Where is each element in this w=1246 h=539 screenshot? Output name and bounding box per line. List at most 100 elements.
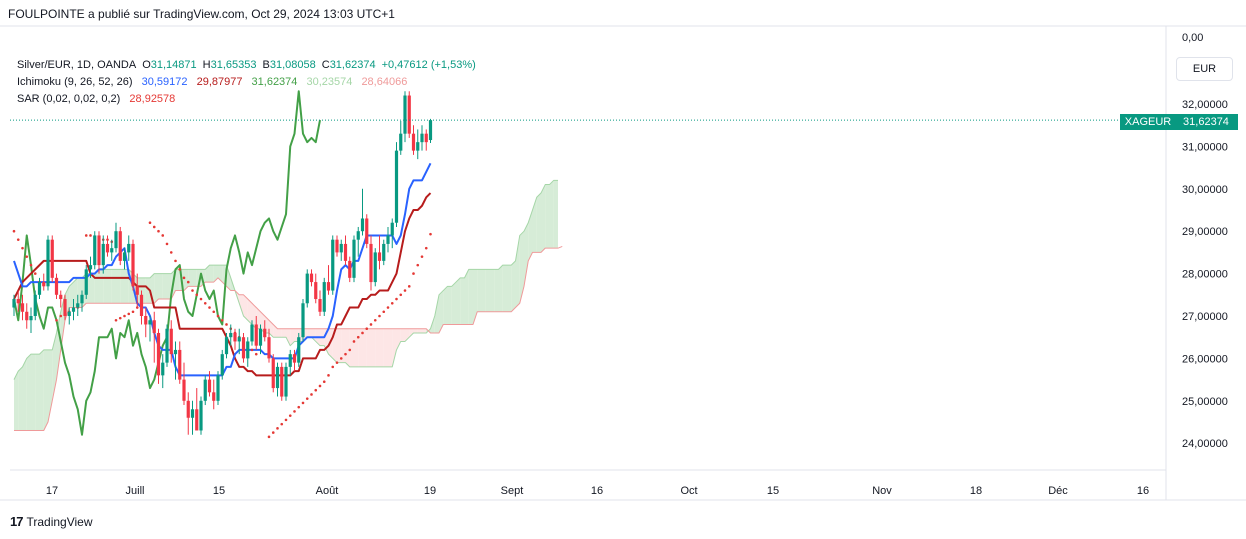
cloud-segment <box>31 354 36 431</box>
candle-body <box>305 273 309 304</box>
sar-dot <box>195 293 199 297</box>
ichimoku-label[interactable]: Ichimoku (9, 26, 52, 26) <box>17 76 133 88</box>
sar-dot <box>165 242 169 246</box>
sar-dot <box>59 314 63 318</box>
tradingview-brand: TradingView <box>26 514 93 529</box>
span-b-line <box>14 245 563 431</box>
candle-body <box>254 324 258 346</box>
time-tick-label: Déc <box>1048 485 1068 497</box>
cloud-segment <box>337 328 342 363</box>
sar-dot <box>220 318 224 322</box>
sar-dot <box>420 255 424 258</box>
legend-c-label: C <box>321 59 330 71</box>
sar-dot <box>322 380 326 384</box>
cloud-segment <box>188 269 193 287</box>
candle-body <box>343 243 348 261</box>
cloud-segment <box>154 273 159 304</box>
candle-body <box>420 133 424 143</box>
sar-dot <box>131 310 135 314</box>
candle-body <box>301 303 305 338</box>
candle-body <box>318 299 322 312</box>
sar-dot <box>55 318 58 322</box>
cloud-segment <box>111 269 116 304</box>
legend-sar: SAR (0,02, 0,02, 0,2) 28,92578 <box>17 93 181 105</box>
candle-body <box>241 337 246 359</box>
cloud-segment <box>371 328 376 367</box>
cloud-segment <box>277 328 282 338</box>
legend-symbol[interactable]: Silver/EUR, 1D, OANDA <box>17 59 137 71</box>
sar-dot <box>199 297 203 301</box>
price-tick-label: 32,00000 <box>1182 99 1228 111</box>
sar-dot <box>356 335 360 339</box>
cloud-segment <box>256 307 261 329</box>
cloud-segment <box>473 269 478 325</box>
sar-dot <box>191 289 194 292</box>
candle-body <box>288 354 292 367</box>
cloud-segment <box>349 328 354 367</box>
price-tick-label: 24,00000 <box>1182 438 1228 450</box>
candle-body <box>161 362 165 376</box>
cloud-segment <box>422 328 427 333</box>
sar-dot <box>327 374 330 377</box>
cloud-segment <box>507 265 512 312</box>
cloud-segment <box>94 269 99 304</box>
cloud-segment <box>290 328 295 346</box>
tradingview-logo[interactable]: 17 TradingView <box>10 514 93 529</box>
candle-body <box>190 409 195 418</box>
cloud-segment <box>18 366 23 431</box>
candle-body <box>178 349 182 380</box>
sar-dot <box>203 301 207 305</box>
legend-h-label: H <box>202 59 211 71</box>
candle-body <box>284 366 288 397</box>
cloud-segment <box>396 328 401 350</box>
sar-dot <box>339 357 343 360</box>
candle-body <box>199 400 203 431</box>
candle-body <box>267 337 271 359</box>
candle-body <box>331 239 335 291</box>
sar-dot <box>29 263 33 267</box>
sar-dot <box>288 414 292 417</box>
cloud-segment <box>307 328 312 338</box>
candle-body <box>348 260 352 278</box>
cloud-segment <box>73 277 78 308</box>
candle-body <box>114 231 118 249</box>
cloud-segment <box>451 282 456 325</box>
cloud-segment <box>434 294 439 333</box>
sar-label[interactable]: SAR (0,02, 0,02, 0,2) <box>17 93 121 105</box>
currency-button[interactable]: EUR <box>1176 57 1233 81</box>
candle-body <box>46 239 50 287</box>
candle-body <box>314 282 318 300</box>
sar-dot <box>89 234 92 237</box>
candle-body <box>25 311 29 321</box>
price-tick-label: 31,00000 <box>1182 141 1228 153</box>
sar-dot <box>301 401 305 405</box>
candle-body <box>203 379 207 401</box>
sar-dot <box>395 297 398 301</box>
ichimoku-kijun-value: 29,87977 <box>196 76 243 88</box>
cloud-segment <box>511 260 516 312</box>
cloud-segment <box>103 269 108 304</box>
candle-body <box>233 332 237 342</box>
candle-body <box>275 366 280 389</box>
time-tick-label: Oct <box>680 485 697 497</box>
sar-dot <box>127 312 131 316</box>
candle-body <box>63 299 67 316</box>
legend-ichimoku: Ichimoku (9, 26, 52, 26) 30,59172 29,879… <box>17 76 413 88</box>
cloud-segment <box>90 273 95 304</box>
cloud-segment <box>524 222 529 287</box>
candle-body <box>97 235 101 266</box>
candle-body <box>356 231 360 240</box>
candle-body <box>127 243 131 253</box>
sar-dot <box>169 251 173 254</box>
sar-dot <box>254 352 258 356</box>
sar-dot <box>16 238 20 241</box>
candle-body <box>186 400 190 418</box>
legend-high: 31,65353 <box>210 59 257 71</box>
legend-low: 31,08058 <box>269 59 316 71</box>
cloud-segment <box>528 210 533 261</box>
cloud-segment <box>388 328 393 367</box>
candle-body <box>377 252 382 261</box>
cloud-segment <box>490 269 495 312</box>
